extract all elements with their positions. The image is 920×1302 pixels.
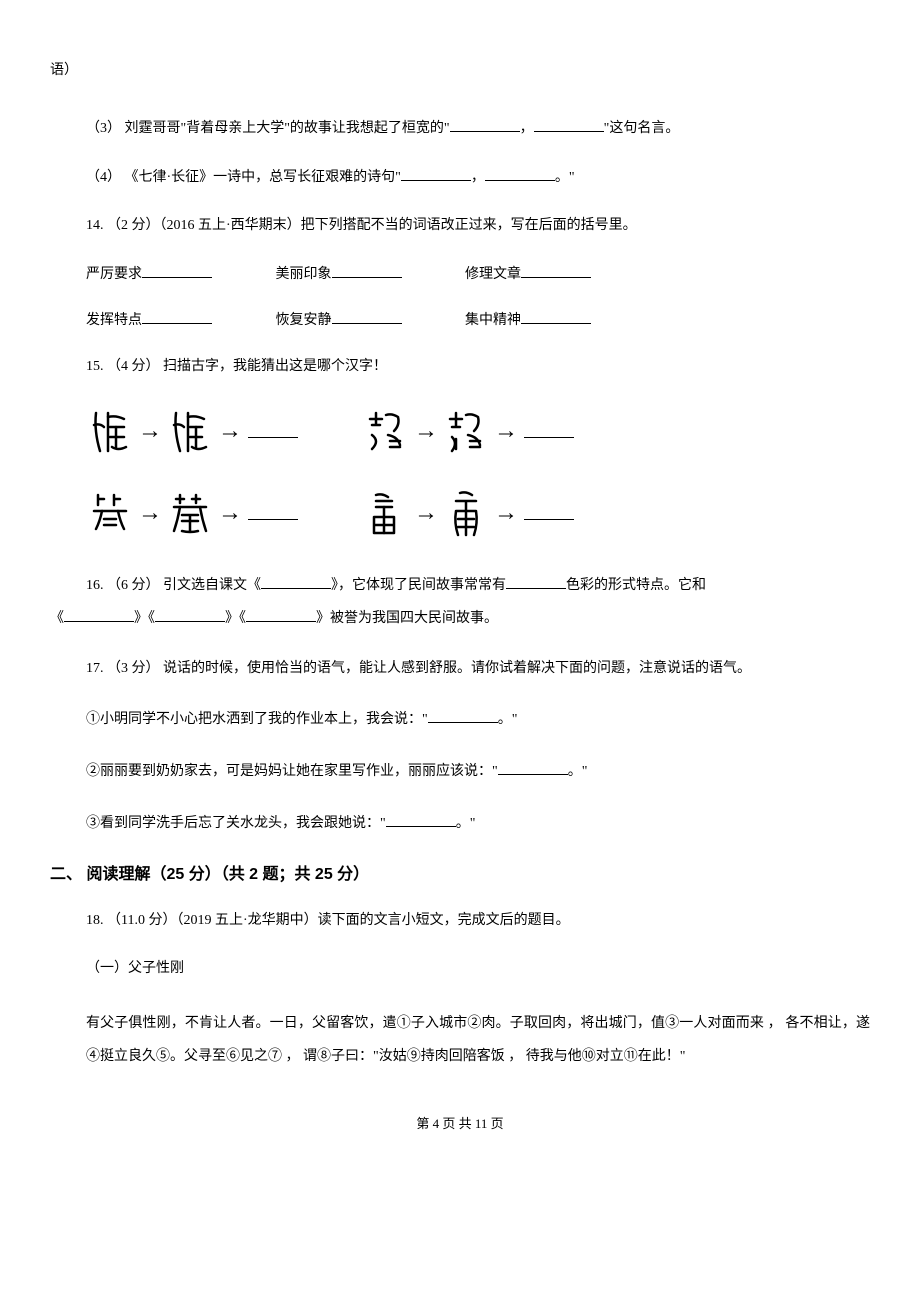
q14-row1: 严厉要求 美丽印象 修理文章 (86, 264, 870, 286)
blank (332, 310, 402, 324)
q17-1: ①小明同学不小心把水洒到了我的作业本上，我会说：" 。" (86, 706, 870, 734)
q18-body: 有父子俱性刚，不肯让人者。一日，父留客饮，遣①子入城市②肉。子取回肉，将出城门，… (86, 1007, 870, 1074)
blank (332, 264, 402, 278)
q16-p1c: 色彩的形式特点。它和 (566, 578, 706, 593)
q14-r1-b: 美丽印象 (276, 267, 332, 282)
q15-row1: → → → → (86, 405, 870, 457)
blank (506, 575, 566, 589)
blank (261, 575, 331, 589)
ancient-char-icon (86, 487, 134, 539)
q13-4-prefix: （4） 《七律·长征》一诗中，总写长征艰难的诗句" (86, 170, 401, 185)
q13-3-suffix: "这句名言。 (604, 121, 680, 136)
blank (155, 608, 225, 622)
q17-2: ②丽丽要到奶奶家去，可是妈妈让她在家里写作业，丽丽应该说：" 。" (86, 758, 870, 786)
q17-head: 17. （3 分） 说话的时候，使用恰当的语气，能让人感到舒服。请你试着解决下面… (86, 658, 870, 680)
arrow-icon: → (138, 412, 162, 450)
blank (386, 813, 456, 827)
q13-4-suffix: 。" (555, 170, 575, 185)
arrow-icon: → (218, 412, 242, 450)
q14-row2: 发挥特点 恢复安静 集中精神 (86, 310, 870, 332)
q14-head: 14. （2 分）（2016 五上·西华期末）把下列搭配不当的词语改正过来，写在… (86, 215, 870, 237)
blank (534, 118, 604, 132)
q16: 16. （6 分） 引文选自课文《 》，它体现了民间故事常常有 色彩的形式特点。它和… (50, 569, 870, 636)
ancient-char-icon (442, 487, 490, 539)
q14-r2-b: 恢复安静 (276, 313, 332, 328)
blank (498, 761, 568, 775)
blank (248, 424, 298, 438)
section-2-title: 二、 阅读理解（25 分）（共 2 题；共 25 分） (50, 862, 870, 888)
blank (524, 506, 574, 520)
blank (521, 310, 591, 324)
ancient-char-icon (166, 487, 214, 539)
q16-p1a: 16. （6 分） 引文选自课文《 (86, 578, 261, 593)
arrow-icon: → (494, 412, 518, 450)
q18-subtitle: （一）父子性刚 (86, 958, 870, 980)
q15-row2: → → → → (86, 487, 870, 539)
blank (142, 264, 212, 278)
q13-4: （4） 《七律·长征》一诗中，总写长征艰难的诗句" ， 。" (86, 167, 870, 189)
ancient-char-icon (166, 405, 214, 457)
ancient-char-icon (442, 405, 490, 457)
q13-4-sep: ， (471, 170, 485, 185)
arrow-icon: → (494, 494, 518, 532)
ancient-char-icon (362, 405, 410, 457)
continuation-text: 语） (50, 60, 870, 82)
q17-1b: 。" (498, 712, 518, 727)
q14-r1-a: 严厉要求 (86, 267, 142, 282)
q17-2a: ②丽丽要到奶奶家去，可是妈妈让她在家里写作业，丽丽应该说：" (86, 764, 498, 779)
arrow-icon: → (414, 494, 438, 532)
q16-p2b: 》《 (134, 611, 155, 626)
q18-head: 18. （11.0 分）（2019 五上·龙华期中）读下面的文言小短文，完成文后… (86, 910, 870, 932)
q15-head: 15. （4 分） 扫描古字，我能猜出这是哪个汉字！ (86, 356, 870, 378)
q14-r1-c: 修理文章 (465, 267, 521, 282)
blank (521, 264, 591, 278)
q17-1a: ①小明同学不小心把水洒到了我的作业本上，我会说：" (86, 712, 428, 727)
arrow-icon: → (218, 494, 242, 532)
arrow-icon: → (414, 412, 438, 450)
q13-3-prefix: （3） 刘霆哥哥"背着母亲上大学"的故事让我想起了桓宽的" (86, 121, 450, 136)
q16-p2c: 》《 (225, 611, 246, 626)
blank (485, 167, 555, 181)
q14-r2-a: 发挥特点 (86, 313, 142, 328)
q16-p2d: 》被誉为我国四大民间故事。 (316, 611, 498, 626)
q13-3-sep: ， (520, 121, 534, 136)
blank (142, 310, 212, 324)
page-footer: 第 4 页 共 11 页 (50, 1114, 870, 1135)
q13-3: （3） 刘霆哥哥"背着母亲上大学"的故事让我想起了桓宽的" ， "这句名言。 (86, 118, 870, 140)
blank (64, 608, 134, 622)
q16-p2a: 《 (50, 611, 64, 626)
q17-3: ③看到同学洗手后忘了关水龙头，我会跟她说：" 。" (86, 810, 870, 838)
ancient-char-icon (86, 405, 134, 457)
blank (248, 506, 298, 520)
blank (524, 424, 574, 438)
q14-r2-c: 集中精神 (465, 313, 521, 328)
blank (401, 167, 471, 181)
q17-3b: 。" (456, 816, 476, 831)
arrow-icon: → (138, 494, 162, 532)
q17-3a: ③看到同学洗手后忘了关水龙头，我会跟她说：" (86, 816, 386, 831)
blank (428, 709, 498, 723)
q16-p1b: 》，它体现了民间故事常常有 (331, 578, 506, 593)
q17-2b: 。" (568, 764, 588, 779)
blank (246, 608, 316, 622)
blank (450, 118, 520, 132)
ancient-char-icon (362, 487, 410, 539)
